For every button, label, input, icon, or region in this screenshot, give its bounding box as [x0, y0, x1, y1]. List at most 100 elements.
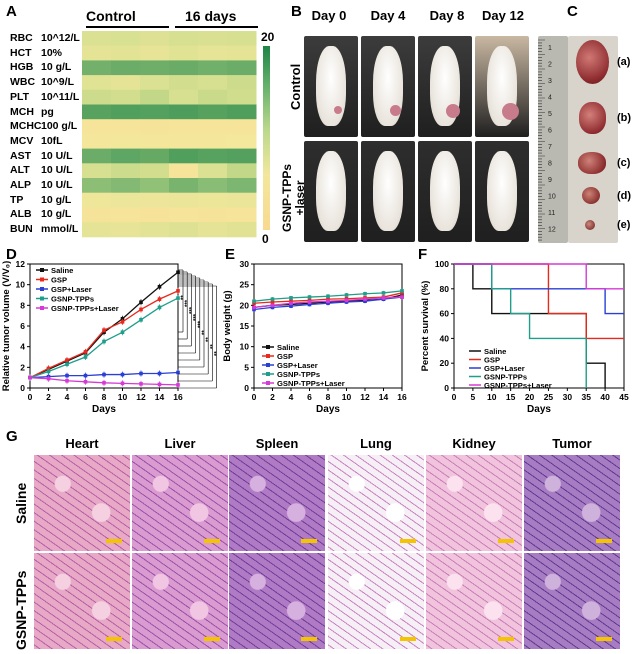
histo-column-title: Lung	[360, 436, 392, 451]
data-point	[139, 300, 143, 305]
data-point	[46, 366, 51, 371]
day-label: Day 8	[429, 8, 465, 23]
mouse-photo	[475, 36, 529, 137]
heatmap-row-unit: 10%	[41, 46, 63, 59]
sig-label: **	[215, 351, 221, 356]
heatmap-row-name: PLT	[10, 90, 30, 103]
legend-label: GSNP-TPPs+Laser	[484, 381, 552, 390]
heatmap-cell	[227, 163, 257, 179]
x-tick-label: 12	[360, 392, 370, 402]
legend-label: GSP	[51, 276, 67, 285]
mouse-body	[316, 46, 346, 126]
ruler-number: 7	[548, 144, 552, 151]
data-point	[157, 297, 162, 301]
data-point	[102, 328, 106, 332]
legend-label: GSNP-TPPs+Laser	[277, 379, 345, 388]
heatmap-cell	[140, 207, 170, 223]
x-tick-label: 8	[326, 392, 331, 402]
histology-image	[229, 553, 325, 649]
heatmap-row-unit: 10 U/L	[41, 179, 73, 191]
mouse-photo	[418, 141, 472, 242]
x-axis-label: Days	[316, 404, 340, 415]
legend-marker	[266, 381, 270, 385]
histology-image	[132, 455, 228, 551]
heatmap-cell	[111, 45, 141, 61]
heatmap-row-unit: 10fL	[41, 134, 63, 147]
data-point	[120, 316, 125, 321]
data-point	[270, 297, 275, 301]
data-point	[270, 300, 275, 304]
heatmap-row-name: RBC	[10, 32, 33, 44]
tumor-d	[582, 187, 600, 204]
x-tick-label: 4	[65, 392, 70, 402]
data-point	[289, 304, 293, 308]
mouse-photo	[361, 141, 415, 242]
heatmap-cell	[198, 207, 228, 223]
heatmap-cell	[227, 148, 257, 164]
heatmap-cell	[227, 119, 257, 135]
tumor-label: (a)	[617, 56, 631, 68]
sig-label: ***	[198, 320, 204, 328]
y-tick-label: 20	[440, 358, 450, 368]
data-point	[28, 375, 32, 380]
data-point	[400, 289, 404, 293]
ruler-number: 2	[548, 62, 552, 69]
legend-label: GSP+Laser	[277, 361, 318, 370]
histology-image	[34, 553, 130, 649]
plot-frame	[453, 263, 625, 389]
heatmap-cell	[198, 133, 228, 150]
legend-label: Saline	[51, 266, 73, 275]
data-point	[120, 381, 125, 386]
heatmap-cell	[169, 60, 199, 76]
sig-label: ***	[185, 299, 191, 307]
histology-image	[328, 553, 424, 649]
scale-bar	[596, 539, 612, 543]
heatmap-cell	[111, 163, 141, 179]
heatmap-row-name: HCT	[10, 46, 32, 59]
legend-label: GSNP-TPPs	[51, 295, 94, 304]
histo-column-title: Heart	[65, 436, 99, 451]
x-tick-label: 5	[471, 392, 476, 402]
data-point	[363, 297, 367, 301]
legend-label: GSP+Laser	[484, 364, 525, 373]
heatmap-cell	[82, 207, 112, 223]
tumor-spot	[502, 103, 519, 120]
x-tick-label: 6	[83, 392, 88, 402]
heatmap-row-unit: 10 U/L	[41, 164, 73, 177]
heatmap-cell	[111, 133, 141, 150]
y-tick-label: 10	[16, 280, 26, 290]
mouse-body	[316, 151, 346, 231]
heatmap-cell	[198, 45, 228, 61]
data-point	[176, 296, 180, 300]
heatmap-row-name: ALT	[10, 164, 30, 177]
heatmap-row-unit: 10^12/L	[41, 32, 80, 44]
data-point	[381, 291, 386, 295]
heatmap-cell	[198, 104, 228, 120]
data-point	[252, 301, 256, 306]
heatmap-cell	[82, 163, 112, 179]
y-tick-label: 6	[20, 321, 25, 331]
data-point	[65, 358, 69, 362]
tumor-label: (b)	[617, 112, 632, 124]
data-point	[46, 369, 51, 374]
data-point	[289, 296, 293, 300]
scale-bar	[106, 539, 122, 543]
data-point	[83, 355, 88, 359]
legend-label: GSP	[277, 352, 293, 361]
data-point	[102, 339, 106, 344]
mouse-photo	[304, 36, 358, 137]
data-point	[326, 297, 330, 301]
colorbar-min: 0	[262, 232, 269, 246]
mouse-photo	[304, 141, 358, 242]
y-tick-label: 25	[240, 280, 250, 290]
heatmap-cell	[111, 104, 141, 120]
heatmap-row-unit: 10 g/L	[41, 61, 72, 74]
data-point	[326, 301, 330, 306]
sig-label: **	[181, 295, 187, 300]
ruler-number: 1	[548, 45, 552, 52]
x-tick-label: 2	[270, 392, 275, 402]
heatmap-row-unit: mmol/L	[41, 223, 79, 236]
x-tick-label: 8	[102, 392, 107, 402]
heatmap-cell	[198, 31, 228, 47]
data-point	[307, 300, 312, 304]
